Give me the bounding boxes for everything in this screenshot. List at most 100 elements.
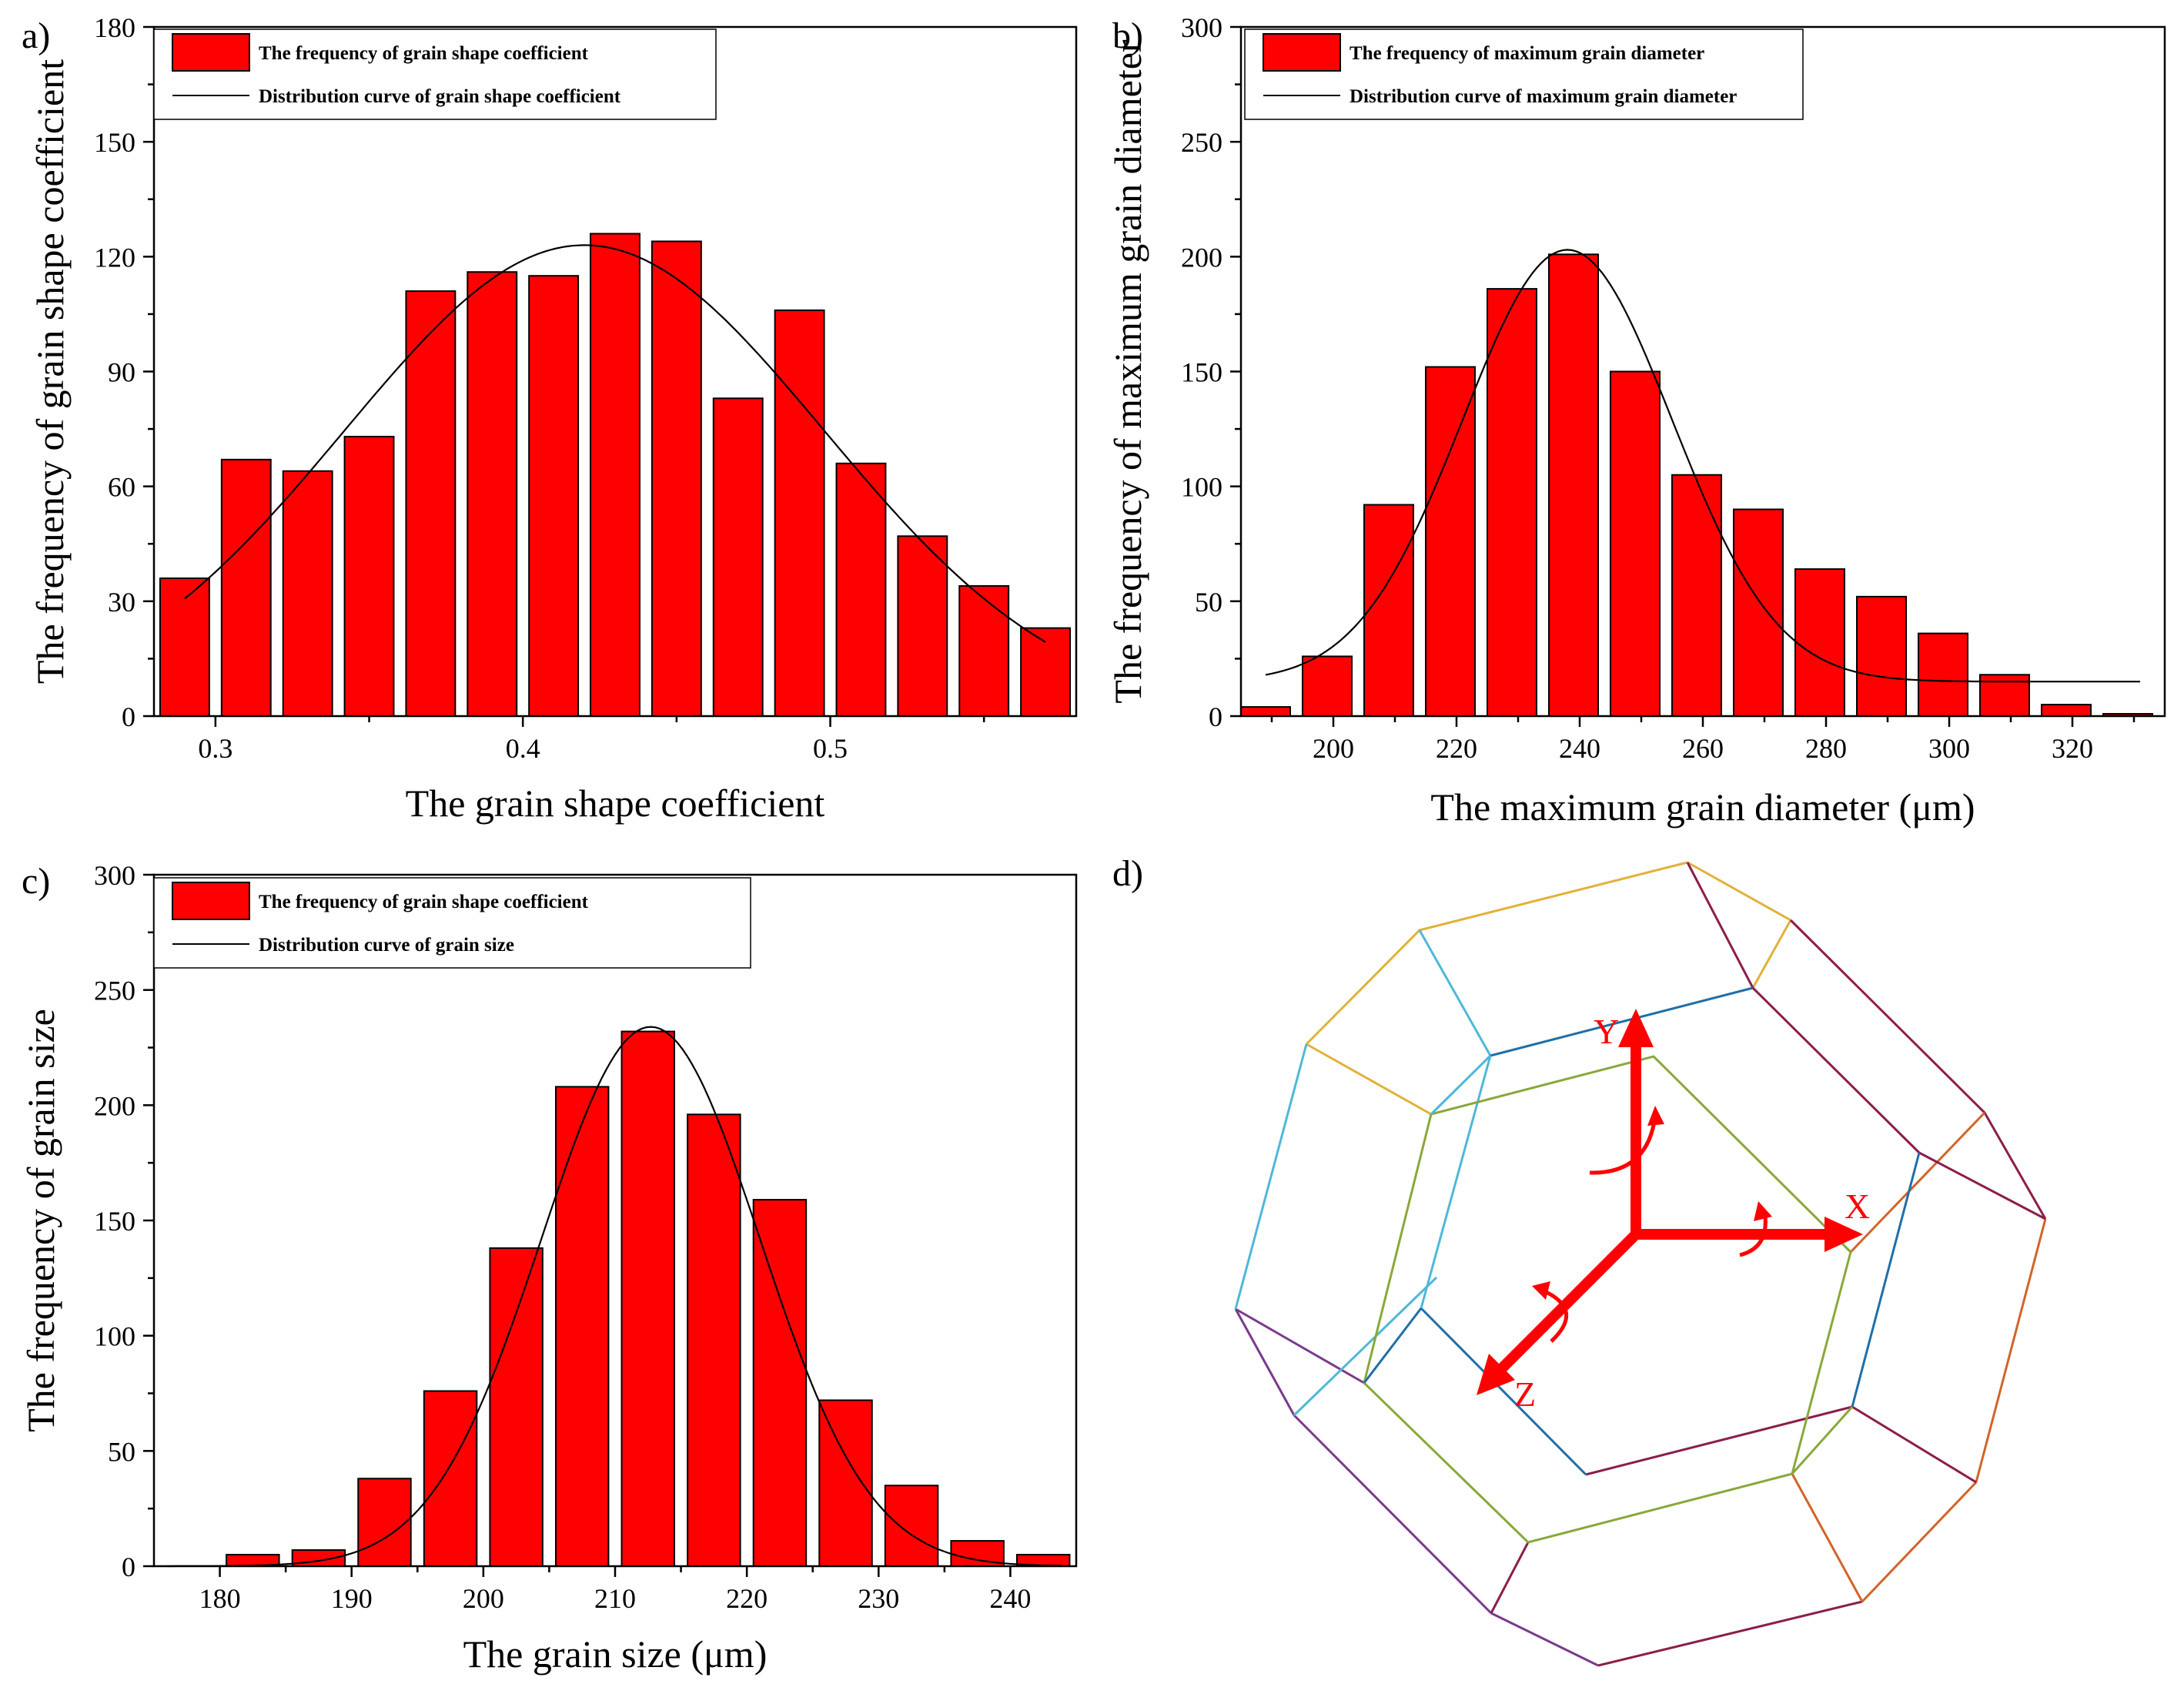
x-tick-label: 180 bbox=[199, 1583, 241, 1614]
legend-bar-swatch bbox=[172, 882, 250, 920]
left-face-edge bbox=[1293, 1276, 1438, 1417]
y-tick-label: 100 bbox=[1181, 472, 1222, 503]
x-tick-label: 0.5 bbox=[813, 733, 848, 764]
legend-entry-bars: The frequency of grain shape coefficient bbox=[259, 43, 589, 64]
left-face-edge bbox=[1234, 1043, 1308, 1310]
histogram-bar bbox=[884, 1485, 939, 1567]
y-tick-label: 150 bbox=[94, 127, 135, 158]
x-axis-title: The maximum grain diameter (μm) bbox=[1430, 785, 1975, 829]
legend-bar-swatch bbox=[1263, 33, 1341, 72]
histogram-bar bbox=[1794, 568, 1845, 717]
histogram-bar bbox=[1487, 288, 1537, 718]
x-tick-label: 0.4 bbox=[506, 733, 540, 764]
histogram-bar bbox=[528, 275, 580, 717]
inner-face-edge bbox=[1791, 1405, 1854, 1475]
right-face-edge bbox=[1686, 862, 1754, 989]
y-tick-label: 300 bbox=[1181, 12, 1222, 43]
panel-c-label: c) bbox=[22, 861, 50, 902]
y-tick-label: 250 bbox=[94, 976, 135, 1006]
histogram-bar bbox=[489, 1247, 543, 1568]
histogram-bar bbox=[282, 470, 333, 717]
histogram-bar bbox=[712, 397, 764, 717]
x-tick-label: 240 bbox=[989, 1583, 1031, 1614]
legend-entry-curve: Distribution curve of grain size bbox=[259, 935, 514, 956]
y-axis-arrowhead bbox=[1618, 1009, 1654, 1047]
legend-box bbox=[153, 877, 751, 969]
truncated-octahedron bbox=[1234, 861, 2047, 1667]
right-face-edge bbox=[1861, 1481, 1978, 1603]
histogram-bar bbox=[1020, 627, 1072, 718]
x-axis-title: The grain shape coefficient bbox=[406, 782, 825, 825]
legend-entry-bars: The frequency of grain shape coefficient bbox=[259, 892, 589, 912]
inner-face-edge bbox=[1420, 1055, 1492, 1309]
right-face-edge bbox=[1849, 1111, 1986, 1254]
histogram-bar bbox=[590, 233, 640, 717]
distribution-curve bbox=[1265, 249, 2140, 683]
rotation-arrow-z bbox=[1540, 1287, 1569, 1343]
left-face-edge bbox=[1234, 1308, 1296, 1416]
plot-frame bbox=[152, 873, 1078, 1568]
y-tick-label: 150 bbox=[94, 1206, 135, 1237]
distribution-curve bbox=[184, 244, 1046, 643]
right-face-edge bbox=[1851, 1405, 1977, 1484]
x-tick-label: 220 bbox=[1436, 733, 1477, 764]
histogram-bar bbox=[620, 1030, 676, 1567]
y-axis-title: The frequency of maximum grain diameter bbox=[1106, 39, 1149, 704]
legend-entry-curve: Distribution curve of maximum grain diam… bbox=[1350, 86, 1737, 107]
x-axis-title: The grain size (μm) bbox=[463, 1632, 768, 1676]
rotation-arrowhead-y bbox=[1647, 1106, 1664, 1126]
top-face-edge bbox=[1305, 861, 1688, 1046]
y-tick-label: 50 bbox=[1195, 587, 1222, 618]
y-axis-title: The frequency of grain size bbox=[19, 1009, 62, 1432]
y-tick-label: 150 bbox=[1181, 357, 1222, 388]
right-face-edge bbox=[1789, 919, 2047, 1220]
histogram-bar bbox=[357, 1478, 412, 1567]
y-tick-label: 250 bbox=[1181, 127, 1222, 158]
legend-bar-swatch bbox=[172, 33, 250, 72]
histogram-bar bbox=[651, 240, 702, 717]
x-tick-label: 230 bbox=[858, 1583, 899, 1614]
y-tick-label: 0 bbox=[122, 1552, 135, 1582]
histogram-bar bbox=[958, 584, 1010, 718]
x-axis-label: X bbox=[1845, 1187, 1870, 1226]
x-tick-label: 190 bbox=[331, 1583, 373, 1614]
histogram-bar bbox=[1240, 706, 1291, 717]
histogram-bar bbox=[818, 1399, 873, 1567]
x-tick-label: 300 bbox=[1928, 733, 1970, 764]
histogram-bar bbox=[1425, 366, 1476, 717]
y-tick-label: 100 bbox=[94, 1321, 135, 1352]
y-tick-label: 120 bbox=[94, 242, 135, 273]
panel-a-chart: a) 0.3 0.4 0.5 0 30 60 90 120 150 180 The frequen… bbox=[22, 12, 1078, 825]
y-tick-label: 30 bbox=[108, 587, 135, 618]
y-tick-label: 300 bbox=[94, 860, 135, 891]
x-tick-label: 210 bbox=[594, 1583, 636, 1614]
legend-entry-bars: The frequency of maximum grain diameter bbox=[1350, 43, 1704, 64]
inner-face-edge bbox=[1420, 1307, 1587, 1476]
x-tick-label: 280 bbox=[1805, 733, 1847, 764]
bottom-face-edge bbox=[1597, 1600, 1863, 1667]
histogram-bar bbox=[343, 436, 395, 717]
y-tick-label: 60 bbox=[108, 472, 135, 503]
z-axis-arrow bbox=[1497, 1230, 1640, 1373]
y-tick-label: 200 bbox=[94, 1090, 135, 1121]
histogram-bar bbox=[774, 309, 825, 717]
inner-face-edge bbox=[1490, 986, 1754, 1057]
histogram-bar bbox=[835, 462, 887, 717]
right-face-edge bbox=[1975, 1218, 2047, 1483]
y-tick-label: 200 bbox=[1181, 242, 1222, 273]
x-axis-arrowhead bbox=[1824, 1217, 1863, 1252]
legend-box bbox=[1244, 28, 1804, 120]
z-axis-arrowhead bbox=[1477, 1354, 1515, 1395]
y-tick-label: 180 bbox=[94, 12, 135, 43]
y-tick-label: 0 bbox=[122, 701, 135, 732]
rotation-arrowhead-z bbox=[1532, 1281, 1550, 1300]
inner-face-edge bbox=[1363, 1307, 1423, 1384]
inner-face-edge bbox=[1585, 1405, 1853, 1476]
histogram-bar bbox=[1671, 474, 1722, 717]
histogram-bar bbox=[405, 290, 457, 718]
y-tick-label: 0 bbox=[1209, 701, 1222, 732]
histogram-bar bbox=[467, 271, 518, 717]
histogram-bar bbox=[159, 578, 210, 717]
distribution-curve bbox=[167, 1026, 1063, 1568]
histogram-bar bbox=[1733, 508, 1784, 717]
